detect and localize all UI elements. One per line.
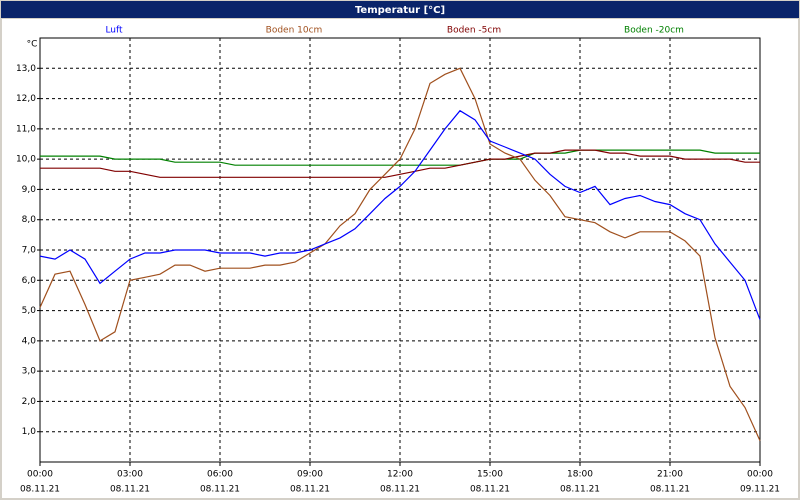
chart-title: Temperatur [°C] [355, 5, 445, 16]
y-tick-label: 3,0 [22, 367, 37, 377]
x-tick-date: 09.11.21 [740, 485, 780, 495]
x-tick-label: 21:00 [657, 470, 683, 480]
plot-panel [2, 19, 798, 498]
x-tick-label: 09:00 [297, 470, 323, 480]
series-line [39, 109, 761, 320]
y-tick-label: 13,0 [16, 64, 36, 74]
y-tick-label: 7,0 [22, 246, 37, 256]
x-tick-label: 12:00 [387, 470, 413, 480]
x-tick-date: 08.11.21 [20, 485, 60, 495]
y-tick-label: 9,0 [22, 185, 37, 195]
x-tick-label: 18:00 [567, 470, 593, 480]
legend-entry: Boden -5cm [447, 26, 501, 36]
y-tick-label: 5,0 [22, 306, 37, 316]
y-tick-label: 10,0 [16, 155, 36, 165]
y-tick-label: 2,0 [22, 397, 37, 407]
x-tick-label: 00:00 [27, 470, 53, 480]
y-tick-label: 8,0 [22, 215, 37, 225]
y-tick-label: 4,0 [22, 336, 37, 346]
y-tick-label: 6,0 [22, 276, 37, 286]
legend-entry: Boden 10cm [266, 26, 323, 36]
x-tick-date: 08.11.21 [290, 485, 330, 495]
x-tick-label: 15:00 [477, 470, 503, 480]
series-line [39, 67, 761, 442]
x-tick-date: 08.11.21 [200, 485, 240, 495]
x-tick-label: 06:00 [207, 470, 233, 480]
series-line [40, 149, 760, 178]
plot-border [39, 37, 761, 463]
y-tick-label: 12,0 [16, 94, 36, 104]
y-tick-label: 11,0 [16, 124, 36, 134]
series-line [40, 149, 760, 166]
y-tick-label: 1,0 [22, 427, 37, 437]
x-tick-date: 08.11.21 [470, 485, 510, 495]
legend-entry: Boden -20cm [624, 26, 684, 36]
x-tick-date: 08.11.21 [650, 485, 690, 495]
title-bar [1, 1, 799, 18]
x-tick-label: 03:00 [117, 470, 143, 480]
x-tick-date: 08.11.21 [560, 485, 600, 495]
x-tick-date: 08.11.21 [110, 485, 150, 495]
legend-entry: Luft [105, 26, 123, 36]
y-axis-label: °C [27, 40, 38, 50]
x-tick-label: 00:00 [747, 470, 773, 480]
x-tick-date: 08.11.21 [380, 485, 420, 495]
